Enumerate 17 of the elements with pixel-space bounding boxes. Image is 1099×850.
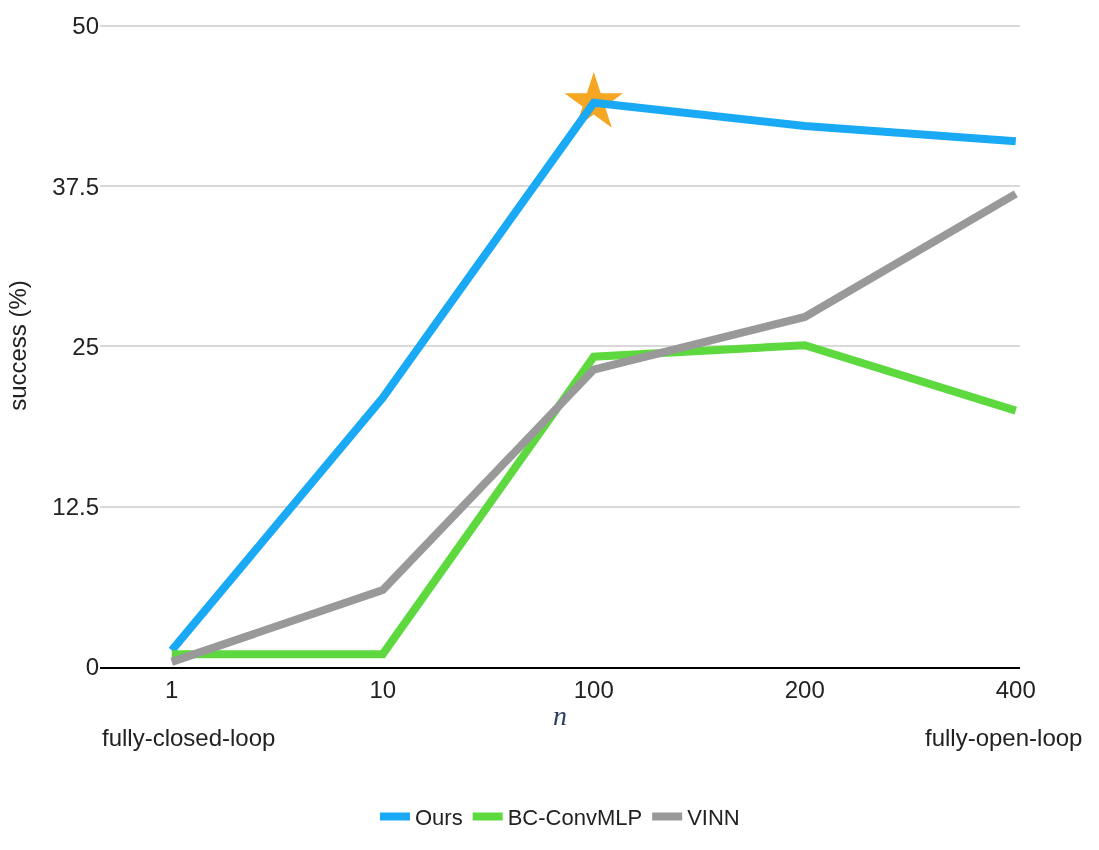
x-axis-title: n: [553, 700, 567, 732]
y-tick-label: 12.5: [52, 493, 99, 521]
y-tick-label: 37.5: [52, 172, 99, 200]
x-tick-label: 1: [165, 675, 179, 703]
y-tick-label: 50: [72, 12, 99, 40]
text: fully-open-loop: [925, 724, 1083, 751]
legend-label: BC-ConvMLP: [507, 804, 643, 830]
legend-label: Ours: [415, 804, 463, 830]
y-axis-title: success (%): [4, 280, 32, 411]
x-tick-label: 10: [369, 675, 397, 703]
text: fully-closed-loop: [102, 724, 276, 751]
x-tick-label: 400: [995, 675, 1036, 703]
x-tick-label: 200: [784, 675, 825, 703]
y-tick-label: 0: [85, 653, 99, 681]
x-tick-label: 100: [573, 675, 614, 703]
legend-label: VINN: [687, 804, 740, 830]
y-tick-label: 25: [72, 332, 99, 360]
